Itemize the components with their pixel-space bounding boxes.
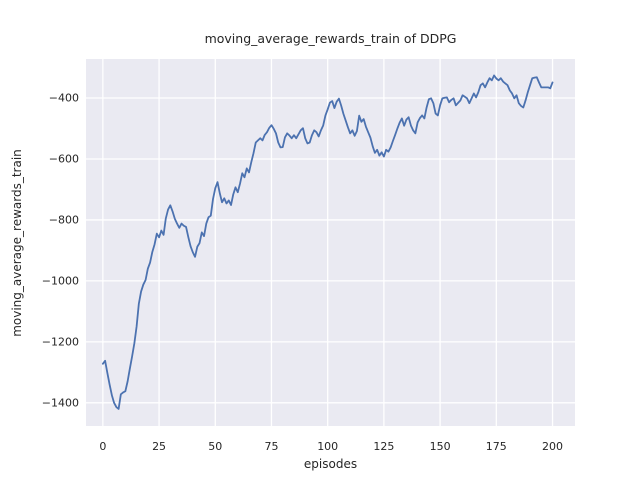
- x-tick-label: 25: [152, 440, 167, 453]
- y-tick-label: −1200: [41, 335, 79, 349]
- x-tick-label: 125: [373, 440, 395, 453]
- y-tick-label: −1400: [41, 396, 79, 410]
- x-tick-label: 175: [485, 440, 507, 453]
- x-tick-label: 100: [317, 440, 339, 453]
- x-tick-label: 150: [429, 440, 451, 453]
- reward-line: [101, 74, 554, 410]
- y-tick-label: −800: [48, 213, 79, 227]
- x-tick-label: 75: [264, 440, 279, 453]
- y-tick-label: −400: [48, 91, 79, 105]
- x-tick-label: 200: [542, 440, 564, 453]
- y-axis-label: moving_average_rewards_train: [10, 149, 24, 337]
- y-tick-label: −600: [48, 152, 79, 166]
- x-tick-label: 0: [99, 440, 107, 453]
- x-tick-label: 50: [208, 440, 223, 453]
- y-tick-label: −1000: [41, 274, 79, 288]
- chart-title: moving_average_rewards_train of DDPG: [204, 31, 457, 46]
- x-axis-label: episodes: [303, 457, 358, 471]
- axes-background: [86, 59, 575, 426]
